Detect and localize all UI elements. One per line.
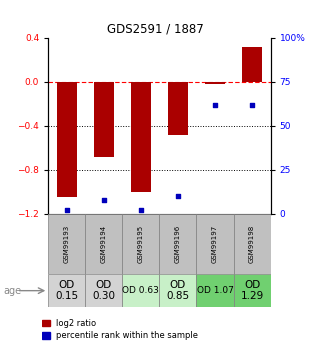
- FancyBboxPatch shape: [234, 214, 271, 274]
- Bar: [42, 320, 50, 326]
- Bar: [205, 82, 225, 84]
- Bar: [42, 332, 50, 339]
- Text: GSM99195: GSM99195: [138, 225, 144, 263]
- Point: [249, 102, 254, 108]
- Point: [138, 208, 143, 213]
- FancyBboxPatch shape: [85, 274, 122, 307]
- FancyBboxPatch shape: [48, 214, 85, 274]
- FancyBboxPatch shape: [197, 214, 234, 274]
- Point: [175, 194, 180, 199]
- Text: OD 1.07: OD 1.07: [197, 286, 234, 295]
- FancyBboxPatch shape: [159, 274, 197, 307]
- Text: GSM99193: GSM99193: [64, 225, 70, 263]
- Text: age: age: [3, 286, 21, 296]
- Text: GDS2591 / 1887: GDS2591 / 1887: [107, 22, 204, 36]
- Text: OD
1.29: OD 1.29: [240, 280, 264, 301]
- Text: GSM99196: GSM99196: [175, 225, 181, 263]
- FancyBboxPatch shape: [197, 274, 234, 307]
- Bar: [57, 82, 77, 197]
- FancyBboxPatch shape: [122, 274, 159, 307]
- FancyBboxPatch shape: [122, 214, 159, 274]
- Text: GSM99194: GSM99194: [101, 225, 107, 263]
- Point: [212, 102, 217, 108]
- Bar: [94, 82, 114, 157]
- FancyBboxPatch shape: [48, 274, 85, 307]
- Bar: [131, 82, 151, 192]
- Point: [101, 197, 106, 203]
- Text: OD
0.30: OD 0.30: [92, 280, 115, 301]
- Point: [64, 208, 69, 213]
- Text: log2 ratio: log2 ratio: [56, 319, 96, 328]
- FancyBboxPatch shape: [159, 214, 197, 274]
- Text: OD
0.85: OD 0.85: [166, 280, 189, 301]
- Text: GSM99197: GSM99197: [212, 225, 218, 263]
- Bar: [242, 47, 262, 82]
- Bar: [168, 82, 188, 135]
- Text: GSM99198: GSM99198: [249, 225, 255, 263]
- Text: OD 0.63: OD 0.63: [123, 286, 159, 295]
- Text: percentile rank within the sample: percentile rank within the sample: [56, 331, 198, 340]
- FancyBboxPatch shape: [85, 214, 122, 274]
- FancyBboxPatch shape: [234, 274, 271, 307]
- Text: OD
0.15: OD 0.15: [55, 280, 78, 301]
